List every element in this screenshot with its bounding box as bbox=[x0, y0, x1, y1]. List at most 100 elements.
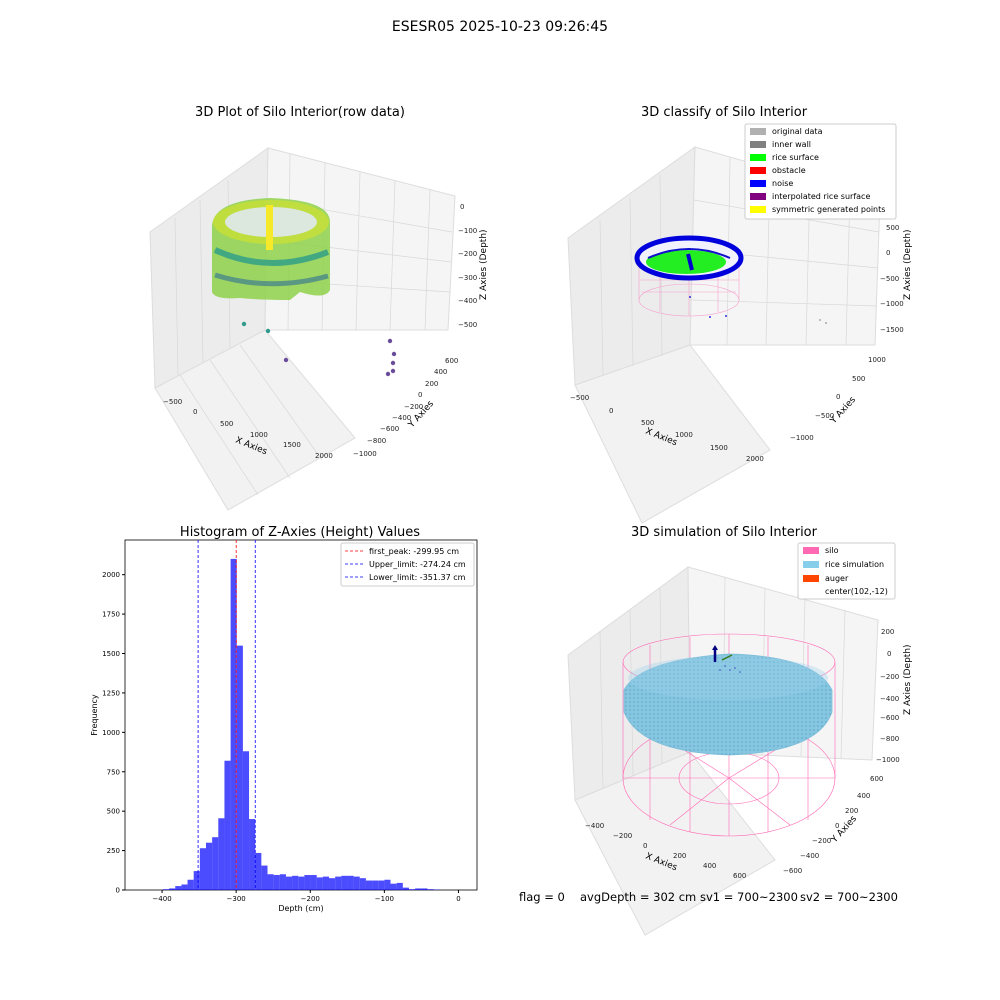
histogram-bar bbox=[242, 751, 250, 890]
svg-text:−500: −500 bbox=[880, 275, 899, 283]
svg-text:200: 200 bbox=[673, 852, 686, 860]
histogram-bar bbox=[298, 876, 305, 890]
svg-text:0: 0 bbox=[609, 407, 613, 415]
histogram-bar bbox=[169, 888, 176, 890]
svg-text:0: 0 bbox=[418, 391, 422, 399]
legend-label: auger bbox=[825, 574, 849, 583]
panel2-legend bbox=[744, 123, 897, 220]
histogram-bar bbox=[181, 884, 188, 890]
legend-label-upper-limit: Upper_limit: -274.24 cm bbox=[369, 560, 466, 569]
svg-text:−200: −200 bbox=[404, 403, 423, 411]
histogram-bar bbox=[365, 880, 373, 890]
svg-text:−400: −400 bbox=[392, 414, 411, 422]
svg-text:500: 500 bbox=[220, 420, 233, 428]
x-tick-label: −300 bbox=[227, 895, 246, 903]
legend-label: noise bbox=[772, 179, 793, 188]
histogram-bar bbox=[304, 875, 311, 890]
legend-label: original data bbox=[772, 127, 823, 136]
panel2-y-label: Y Axies bbox=[828, 395, 858, 427]
histogram-bar bbox=[175, 886, 182, 890]
histogram-bar bbox=[353, 876, 360, 890]
histogram-bar bbox=[390, 883, 397, 890]
svg-text:1500: 1500 bbox=[283, 441, 301, 449]
y-tick-label: 500 bbox=[107, 808, 120, 816]
svg-text:0: 0 bbox=[193, 408, 197, 416]
svg-text:500: 500 bbox=[641, 419, 654, 427]
x-tick-label: 0 bbox=[456, 895, 460, 903]
panel4-legend-entries: silo rice simulation auger center(102,-1… bbox=[803, 546, 888, 596]
histogram-bar bbox=[267, 874, 274, 890]
svg-text:0: 0 bbox=[887, 650, 891, 658]
svg-text:400: 400 bbox=[703, 862, 716, 870]
panel4-z-label: Z Axies (Depth) bbox=[903, 644, 913, 715]
y-tick-label: 1500 bbox=[102, 650, 120, 658]
legend-swatch bbox=[750, 141, 766, 148]
legend-label: interpolated rice surface bbox=[772, 192, 870, 201]
svg-text:−100: −100 bbox=[458, 227, 477, 235]
legend-label: inner wall bbox=[772, 140, 811, 149]
histogram-bar bbox=[341, 875, 348, 890]
status-sv2: sv2 = 700~2300 bbox=[800, 890, 898, 904]
svg-text:1500: 1500 bbox=[710, 444, 728, 452]
histogram-bar bbox=[359, 878, 366, 890]
legend-label: rice surface bbox=[772, 153, 819, 162]
svg-text:0: 0 bbox=[836, 393, 840, 401]
svg-text:−400: −400 bbox=[585, 822, 604, 830]
histogram-bar bbox=[384, 879, 391, 890]
x-tick-label: −200 bbox=[301, 895, 320, 903]
histogram-legend-entries: first_peak: -299.95 cm Upper_limit: -274… bbox=[345, 547, 466, 582]
panel2-y-ticks: −1000 −500 0 500 1000 bbox=[790, 356, 886, 442]
histogram-bar bbox=[273, 875, 280, 890]
histogram-legend bbox=[340, 542, 475, 587]
legend-label-lower-limit: Lower_limit: -351.37 cm bbox=[369, 573, 466, 582]
panel4-rice-surface bbox=[623, 653, 833, 756]
legend-swatch bbox=[803, 575, 819, 582]
histogram-bar bbox=[261, 865, 268, 890]
histogram-ref-lines bbox=[197, 540, 256, 890]
svg-text:400: 400 bbox=[857, 792, 870, 800]
svg-text:−500: −500 bbox=[570, 394, 589, 402]
y-tick-label: 1750 bbox=[102, 611, 120, 619]
svg-text:−1500: −1500 bbox=[880, 326, 904, 334]
panel1-z-ticks: 0 −100 −200 −300 −400 −500 bbox=[458, 203, 477, 329]
panel2-title: 3D classify of Silo Interior bbox=[641, 105, 808, 120]
histogram-y-label: Frequency bbox=[90, 694, 99, 736]
histogram-bar bbox=[329, 878, 336, 890]
svg-text:1000: 1000 bbox=[250, 431, 268, 439]
panel-raw-data: 3D Plot of Silo Interior(row data) −500 … bbox=[149, 105, 489, 511]
y-tick-label: 1000 bbox=[102, 729, 120, 737]
panel-simulation: 3D simulation of Silo Interior bbox=[567, 525, 913, 936]
histogram-bar bbox=[199, 848, 206, 890]
legend-swatch bbox=[750, 167, 766, 174]
panel4-title: 3D simulation of Silo Interior bbox=[631, 525, 818, 540]
panel4-auger bbox=[712, 645, 741, 673]
y-tick-label: 2000 bbox=[102, 571, 120, 579]
y-tick-label: 250 bbox=[107, 847, 120, 855]
panel4-y-ticks: −600 −400 −200 0 200 400 600 bbox=[783, 775, 883, 875]
svg-text:200: 200 bbox=[881, 628, 894, 636]
y-tick-label: 750 bbox=[107, 768, 120, 776]
svg-text:1000: 1000 bbox=[868, 356, 886, 364]
svg-text:600: 600 bbox=[733, 872, 746, 880]
histogram-bar bbox=[285, 876, 293, 890]
histogram-bar bbox=[187, 879, 194, 890]
legend-swatch bbox=[750, 128, 766, 135]
svg-text:200: 200 bbox=[845, 807, 858, 815]
histogram-bar bbox=[205, 842, 213, 890]
histogram-bar bbox=[230, 558, 237, 890]
histogram-bar bbox=[378, 880, 385, 890]
svg-text:2000: 2000 bbox=[315, 452, 333, 460]
svg-text:−600: −600 bbox=[880, 714, 899, 722]
histogram-bar bbox=[193, 871, 200, 890]
histogram-bar bbox=[408, 889, 416, 890]
svg-text:−600: −600 bbox=[380, 425, 399, 433]
figure-title: ESESR05 2025-10-23 09:26:45 bbox=[392, 19, 608, 35]
svg-text:−500: −500 bbox=[458, 321, 477, 329]
legend-swatch bbox=[803, 547, 819, 554]
legend-swatch bbox=[803, 561, 819, 568]
legend-swatch bbox=[750, 154, 766, 161]
svg-text:−200: −200 bbox=[812, 837, 831, 845]
panel-classify: 3D classify of Silo Interior or bbox=[567, 105, 913, 524]
histogram-bars bbox=[162, 558, 440, 890]
